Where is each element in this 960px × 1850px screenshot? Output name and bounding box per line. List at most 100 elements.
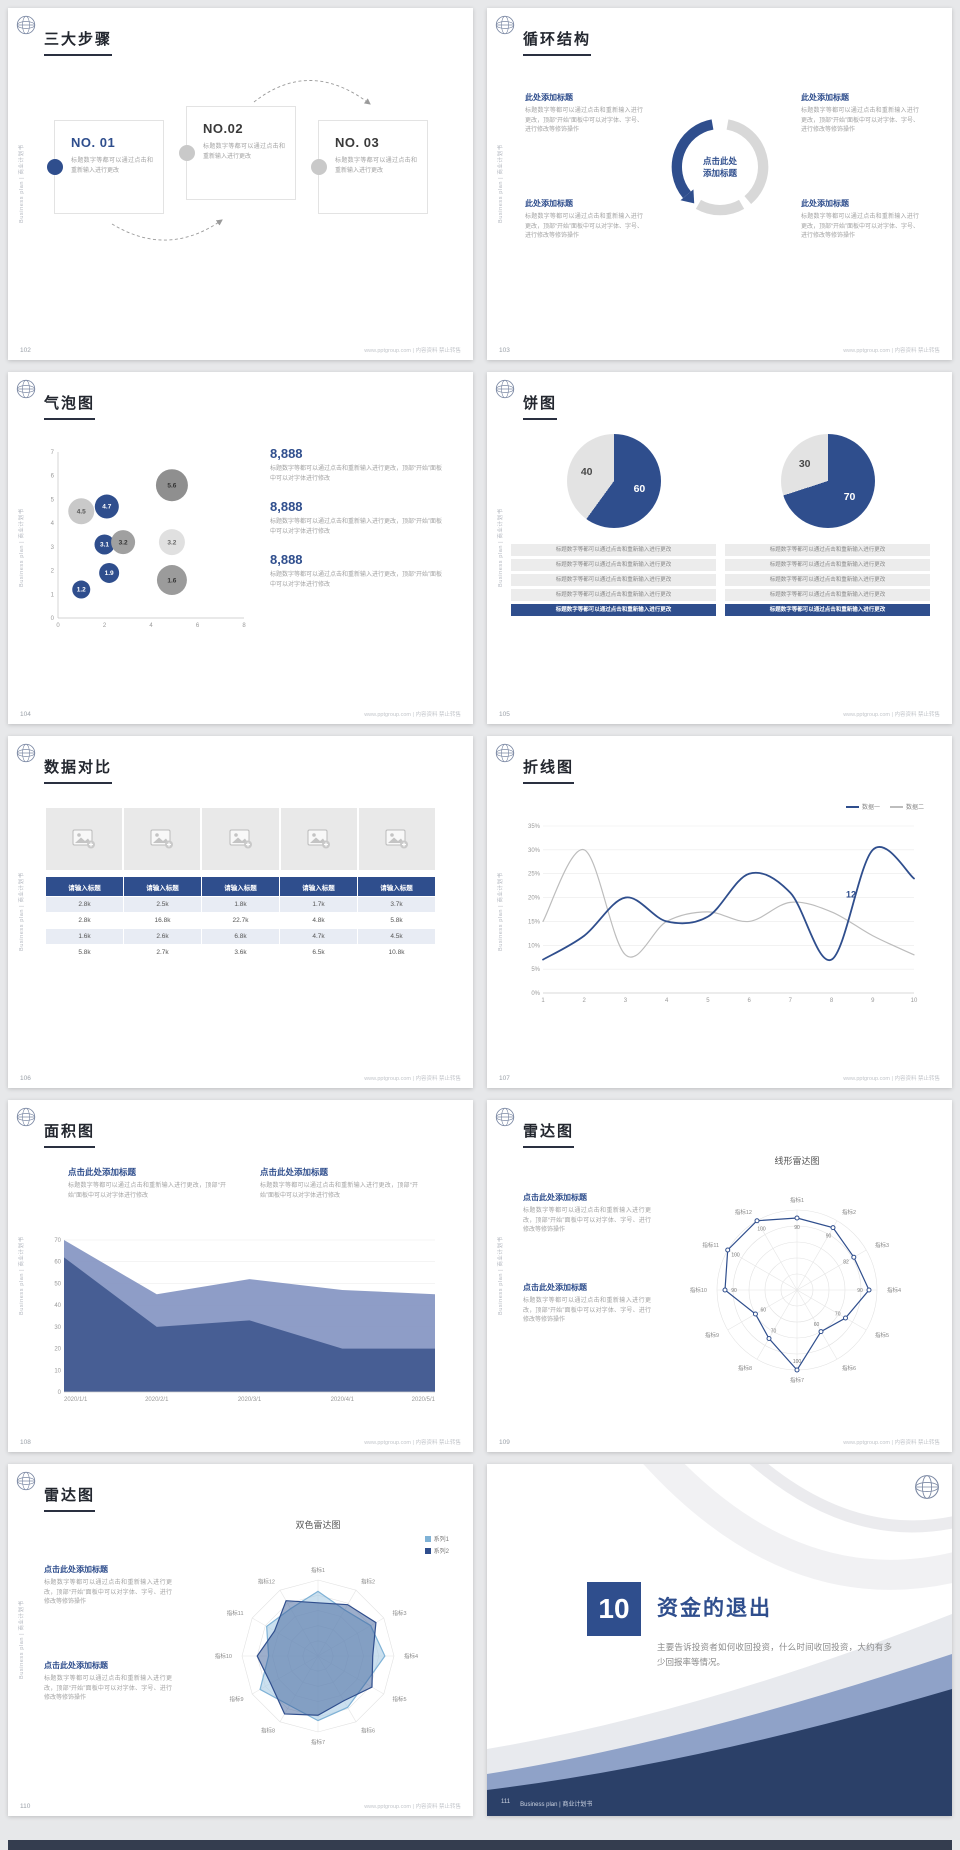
bubble [155,469,188,502]
stat-item: 8,888 标题数字等都可以通过点击和重新输入进行更改，顶部“开始”面板中可以对… [270,446,442,484]
image-placeholder [202,808,279,870]
x-tick-label: 0 [56,623,60,629]
axis-label: 指标4 [887,1286,901,1294]
x-tick-label: 2 [583,998,587,1004]
next-row-slide-edge [8,1840,952,1850]
x-tick-label: 2 [103,623,107,629]
slide-title: 面积图 [44,1120,95,1148]
cycle-arrows-icon [671,119,769,216]
area-chart: 0 10 20 30 40 50 60 70 2020/1/1 2020/2/1 2020/3/1 2… [54,1238,435,1403]
block-text: 标题数字等都可以通过点击和重新输入进行更改，顶部“开始”面板中可以对字体、字号、… [801,214,919,240]
slide-108-area-chart[interactable]: Business plan | 商业计划书 面积图 点击此处添加标题 标题数字等… [8,1100,473,1452]
table-cell: 4.7k [280,929,357,944]
image-icon [72,829,96,849]
slide-102-three-steps[interactable]: Business plan | 商业计划书 三大步骤 NO. 01 标题数字等都… [8,8,473,360]
axis-label: 指标7 [790,1376,804,1384]
pie-slice-label: 60 [633,483,646,496]
axis-label: 指标3 [392,1609,406,1617]
step-card-2: NO.02 标题数字等都可以通过点击和重新输入进行更改 [179,106,296,200]
brand-logo [16,1107,36,1127]
slide-111-section-divider[interactable]: 10 资金的退出 主要告诉投资者如何收回投资，什么时间收回投资，大约有多少回报率… [487,1464,952,1816]
spoke [756,1289,798,1360]
brand-logo [16,15,36,35]
brand-logo [495,1107,515,1127]
stats-column: 8,888 标题数字等都可以通过点击和重新输入进行更改，顶部“开始”面板中可以对… [270,446,442,606]
y-tick-label: 0 [51,616,55,622]
axis-label: 指标9 [229,1695,243,1703]
slide-title: 循环结构 [523,28,591,56]
slide-104-bubble-chart[interactable]: Business plan | 商业计划书 气泡图 0 1 2 3 4 5 6 7 0 2 4 6 8 4… [8,372,473,724]
axis-label: 指标9 [705,1331,719,1339]
image-icon [385,829,408,849]
image-placeholder [46,808,123,870]
step-number: NO.02 [203,121,244,136]
footer-site-text: www.pptgroup.com | 内容资料 禁止转售 [843,1076,940,1082]
slide-106-data-comparison[interactable]: Business plan | 商业计划书 数据对比 请输入标题 请输入标题 请输入… [8,736,473,1088]
x-tick-label: 2020/2/1 [145,1397,169,1403]
pie-chart-1: 60 40 标题数字等都可以通过点击和重新输入进行更改 标题数字等都可以通过点击和重… [511,434,716,619]
y-tick-label: 0 [58,1390,62,1396]
page-number: 109 [499,1439,510,1446]
stat-item: 8,888 标题数字等都可以通过点击和重新输入进行更改，顶部“开始”面板中可以对… [270,552,442,590]
block-text: 标题数字等都可以通过点击和重新输入进行更改，顶部“开始”面板中可以对字体、字号、… [801,108,919,134]
cycle-block-4: 此处添加标题 标题数字等都可以通过点击和重新输入进行更改，顶部“开始”面板中可以… [801,198,919,242]
footer-site-text: www.pptgroup.com | 内容资料 禁止转售 [843,1440,940,1446]
step-description: 标题数字等都可以通过点击和重新输入进行更改 [335,158,417,174]
point-marker [752,1311,758,1317]
slide-110-radar-dual[interactable]: Business plan | 商业计划书 雷达图 点击此处添加标题 标题数字等… [8,1464,473,1816]
axis-label: 指标2 [361,1578,375,1586]
table-cell: 4.8k [280,913,357,928]
axis-label: 指标10 [215,1652,232,1660]
caption-row: 标题数字等都可以通过点击和重新输入进行更改 [725,544,930,556]
sidebar-vertical-text: Business plan | 商业计划书 [498,144,504,223]
slide-107-line-chart[interactable]: Business plan | 商业计划书 折线图 数据一 数据二 0% 5% 10… [487,736,952,1088]
slide-title: 雷达图 [523,1120,574,1148]
slide-title: 折线图 [523,756,574,784]
page-number: 106 [20,1075,31,1082]
block-text: 标题数字等都可以通过点击和重新输入进行更改，顶部“开始”面板中可以对字体进行修改 [260,1183,418,1199]
bubble [68,498,95,525]
stat-value: 8,888 [270,446,303,461]
axis-label: 指标8 [738,1364,752,1372]
brand-logo [495,15,515,35]
legend-label: 系列2 [433,1549,449,1555]
spoke [727,1289,798,1331]
globe-logo-icon [16,379,36,399]
block-heading: 点击此处添加标题 [260,1167,329,1177]
area-series [64,1257,435,1392]
slide-109-radar-line[interactable]: Business plan | 商业计划书 雷达图 点击此处添加标题 标题数字等… [487,1100,952,1452]
x-tick-label: 4 [149,623,153,629]
point-marker [842,1315,848,1321]
footer-site-text: www.pptgroup.com | 内容资料 禁止转售 [364,348,461,354]
sidebar-vertical-text: Business plan | 商业计划书 [19,144,25,223]
text-block-1: 点击此处添加标题 标题数字等都可以通过点击和重新输入进行更改，顶部“开始”面板中… [523,1192,651,1236]
spoke [727,1249,798,1291]
bubble-label: 4.7 [102,504,111,511]
table-cell: 2.6k [124,929,201,944]
legend-label: 数据一 [861,805,880,811]
y-tick-label: 35% [528,824,541,830]
radar-chart: 指标1 指标2 指标3 指标4 指标5 指标6 指标7 指标8 指标9 指标10 指标11 指标12 9… [690,1196,901,1384]
table-header-cell: 请输入标题 [46,877,123,896]
image-placeholder [124,808,201,870]
axis-label: 指标4 [404,1652,418,1660]
x-tick-label: 2020/1/1 [64,1397,88,1403]
slide-title: 气泡图 [44,392,95,420]
pie-slice-label: 70 [843,491,856,504]
stat-item: 8,888 标题数字等都可以通过点击和重新输入进行更改，顶部“开始”面板中可以对… [270,499,442,537]
page-number: 102 [20,347,31,354]
step-number: NO. 01 [71,135,116,150]
slide-103-cycle[interactable]: Business plan | 商业计划书 循环结构 此处添加标题 标题数字等都… [487,8,952,360]
table-cell: 5.8k [46,945,123,960]
section-description: 主要告诉投资者如何收回投资，什么时间收回投资，大约有多少回报率等情况。 [657,1642,892,1668]
bubble-label: 4.5 [77,508,86,515]
bubble [158,529,185,556]
brand-logo [16,743,36,763]
slide-105-pie-charts[interactable]: Business plan | 商业计划书 饼图 60 40 标题数字等都可以通过… [487,372,952,724]
caption-row: 标题数字等都可以通过点击和重新输入进行更改 [511,604,716,616]
x-tick-label: 3 [624,998,628,1004]
stat-value: 8,888 [270,552,303,568]
point-marker [754,1218,760,1224]
bubble [111,530,136,555]
legend-item: 数据一 [845,802,880,811]
